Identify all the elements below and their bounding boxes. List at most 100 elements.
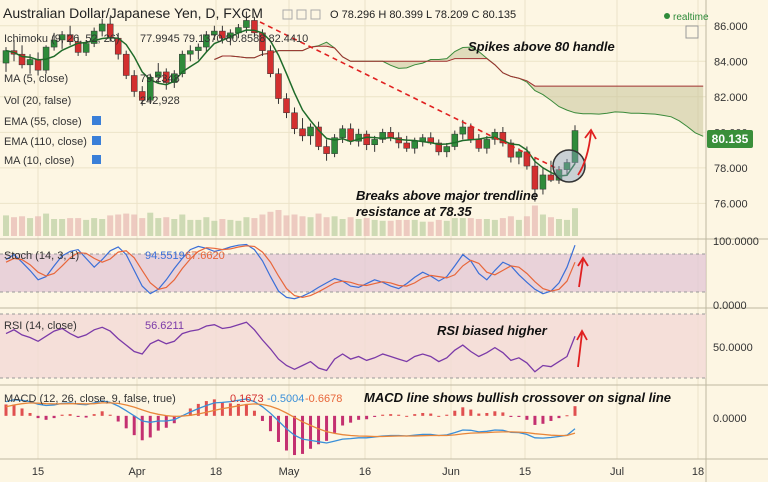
- macd-signal-value: -0.6678: [305, 393, 342, 405]
- macd-hist-bar: [333, 415, 337, 433]
- candle-body: [371, 139, 378, 146]
- macd-hist-bar: [469, 409, 473, 416]
- chart-settings-controls[interactable]: [282, 9, 321, 20]
- candle-body: [347, 128, 354, 142]
- volume-bar: [411, 219, 418, 236]
- volume-bar: [59, 219, 66, 236]
- volume-bar: [195, 219, 202, 236]
- candle-body: [515, 151, 523, 158]
- candle-body: [411, 140, 418, 149]
- volume-bar: [83, 219, 90, 236]
- candle-body: [467, 126, 475, 140]
- macd-hist-bar: [477, 413, 481, 416]
- stoch-d-line: [5, 245, 576, 299]
- volume-bar: [43, 213, 50, 236]
- volume-bar: [275, 210, 282, 236]
- volume-bar: [259, 214, 266, 236]
- macd-hist-bar: [276, 415, 280, 442]
- candle-body: [50, 39, 58, 48]
- annotation-resistance: resistance at 78.35: [356, 204, 472, 219]
- volume-bar: [451, 218, 458, 236]
- macd-hist-bar: [252, 410, 256, 416]
- time-tick-label: Jun: [442, 466, 460, 478]
- price-up-arrow-head: [584, 128, 597, 140]
- candle-body: [443, 146, 451, 153]
- candle-body: [475, 139, 483, 149]
- volume-bar: [139, 218, 146, 236]
- candle-body: [211, 30, 218, 35]
- volume-bar: [243, 217, 250, 236]
- macd-hist-bar: [140, 415, 144, 441]
- volume-bar: [347, 217, 354, 236]
- macd-hist-bar: [284, 415, 288, 451]
- macd-hist-bar: [156, 415, 160, 431]
- macd-value: -0.5004: [267, 393, 304, 405]
- time-tick-label: 18: [692, 466, 704, 478]
- macd-hist-bar: [357, 415, 361, 420]
- rsi-up-arrow: [576, 329, 588, 368]
- candle-body: [339, 128, 346, 138]
- time-tick-label: Jul: [610, 466, 624, 478]
- indicator-label-ma10: MA (10, close): [4, 155, 74, 167]
- chart-visibility-icon[interactable]: [296, 9, 307, 20]
- volume-bar: [435, 219, 442, 236]
- macd-hist-bar: [92, 414, 96, 416]
- candle-body: [74, 41, 82, 53]
- macd-hist-bar: [36, 415, 40, 419]
- volume-bar: [19, 216, 26, 236]
- indicator-color-swatch: [92, 136, 101, 145]
- macd-hist-bar: [541, 415, 545, 424]
- candle-body: [203, 34, 210, 48]
- indicator-legend: Ichimoku (9, 26, 52, 26) 77.9945 79.1370 …: [4, 33, 308, 167]
- volume-bar: [475, 219, 482, 236]
- candle-body: [163, 71, 170, 83]
- volume-bar: [227, 219, 234, 236]
- indicator-label-ema55: EMA (55, close): [4, 116, 82, 128]
- price-up-arrow: [577, 131, 592, 176]
- price-tick-label: 78.000: [714, 163, 748, 175]
- volume-bar: [107, 215, 114, 236]
- volume-bar: [171, 219, 178, 236]
- candle-body: [138, 91, 146, 101]
- candle-body: [34, 59, 42, 71]
- chart-format-icon[interactable]: [310, 9, 321, 20]
- macd-hist-bar: [228, 403, 232, 416]
- candle-body: [451, 133, 459, 147]
- candle-body: [291, 112, 298, 130]
- macd-hist-bar: [461, 407, 465, 416]
- volume-bar: [11, 217, 18, 236]
- macd-hist-bar: [341, 415, 345, 426]
- candle-body: [179, 53, 186, 74]
- candle-body: [307, 126, 314, 137]
- candle-body: [491, 132, 499, 140]
- macd-hist-bar: [485, 412, 489, 416]
- volume-bar: [531, 205, 538, 236]
- indicator-value-volume: 242,928: [140, 95, 180, 107]
- cloud-fill: [214, 42, 704, 137]
- macd-hist-bar: [100, 411, 104, 416]
- candle-body: [571, 130, 579, 163]
- macd-hist-bar: [4, 404, 8, 416]
- candle-body: [315, 126, 322, 147]
- macd-hist-bar: [493, 411, 497, 416]
- candle-body: [283, 98, 290, 114]
- macd-hist-bar: [108, 414, 112, 416]
- chart-settings-icon[interactable]: [282, 9, 293, 20]
- annotation-rsi: RSI biased higher: [437, 323, 548, 338]
- volume-bar: [99, 219, 106, 236]
- candle-body: [251, 20, 258, 34]
- macd-hist-bar: [132, 415, 136, 436]
- macd-hist-bar: [309, 415, 313, 449]
- indicator-color-swatch: [92, 116, 101, 125]
- volume-bar: [395, 219, 402, 236]
- fullscreen-icon[interactable]: [685, 25, 699, 39]
- annotation-spikes: Spikes above 80 handle: [468, 39, 615, 54]
- resistance-trendline: [259, 21, 561, 171]
- volume-bar: [91, 218, 98, 236]
- rsi-value: 56.6211: [145, 320, 184, 332]
- volume-bar: [403, 219, 410, 236]
- candle-body: [187, 50, 194, 55]
- last-price-tag: [707, 130, 753, 148]
- volume-bar: [563, 219, 570, 236]
